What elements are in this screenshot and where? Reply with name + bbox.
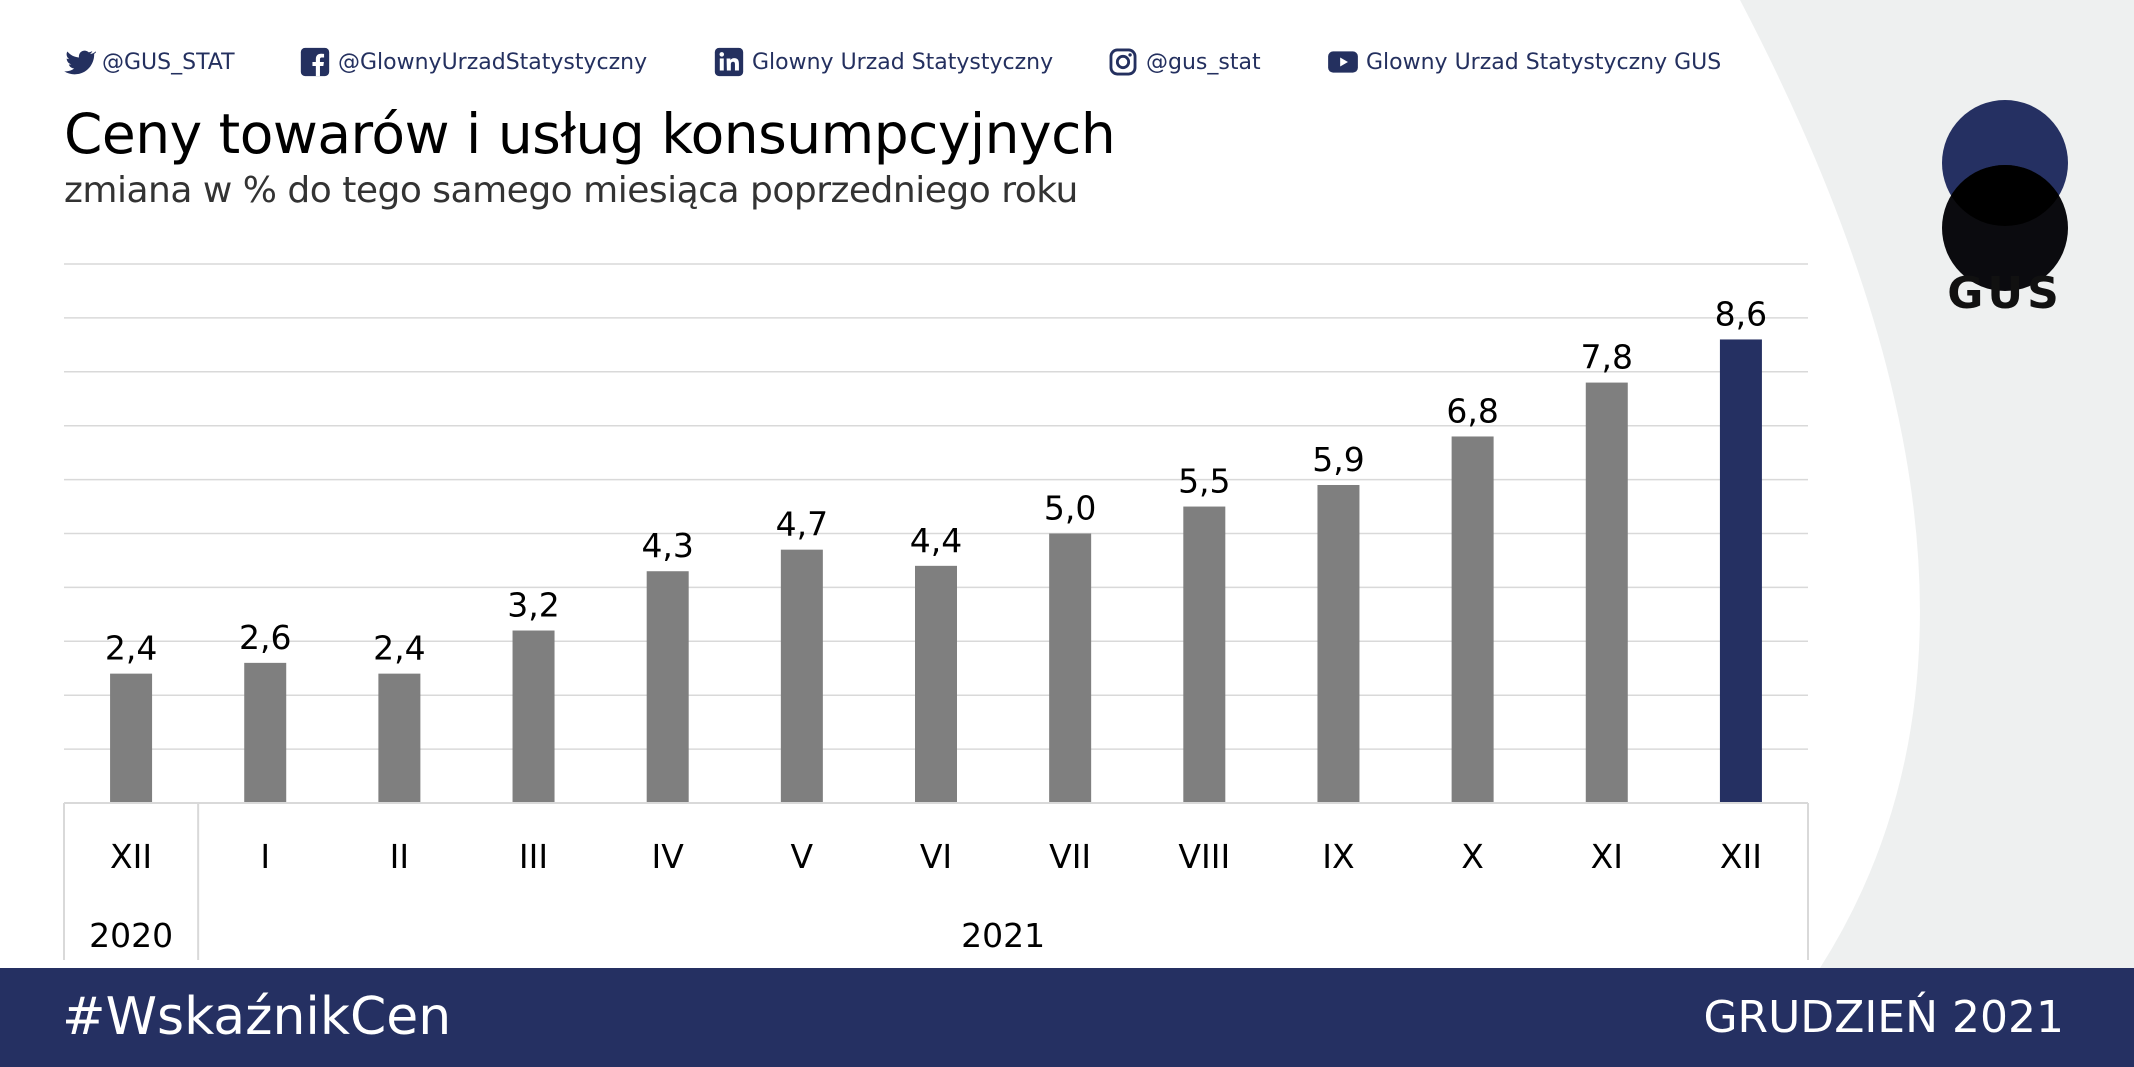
facebook-icon [300, 47, 330, 77]
chart-title: Ceny towarów i usług konsumpcyjnych [64, 102, 1116, 166]
data-label-12: 8,6 [1715, 294, 1767, 333]
social-youtube[interactable]: Glowny Urzad Statystyczny GUS [1326, 44, 1721, 80]
category-label-6: VI [920, 837, 952, 876]
group-label-1: 2021 [961, 916, 1045, 955]
category-label-2: II [390, 837, 409, 876]
data-label-11: 7,8 [1581, 338, 1633, 377]
logo-overlap [1942, 165, 2068, 226]
social-youtube-label: Glowny Urzad Statystyczny GUS [1366, 49, 1722, 75]
category-label-3: III [519, 837, 548, 876]
bar-6 [915, 565, 957, 803]
footer-period: GRUDZIEŃ 2021 [1703, 992, 2064, 1043]
social-instagram[interactable]: @gus_stat [1106, 44, 1261, 80]
data-labels: 2,4 2,6 2,4 3,2 4,3 4,7 4,4 5,0 5,5 5,9 6,8 7,8 8,6 [105, 294, 1767, 667]
chart-subtitle: zmiana w % do tego samego miesiąca poprz… [64, 170, 1078, 211]
social-linkedin-label: Glowny Urzad Statystyczny [752, 49, 1054, 75]
social-twitter[interactable]: @GUS_STAT [62, 44, 235, 80]
data-label-9: 5,9 [1312, 440, 1364, 479]
bar-7 [1049, 533, 1092, 803]
instagram-icon [1109, 48, 1137, 76]
category-label-10: X [1461, 837, 1484, 876]
bar-12 [1719, 339, 1762, 803]
group-label-0: 2020 [89, 916, 173, 955]
data-label-6: 4,4 [910, 521, 962, 560]
social-facebook-label: @GlownyUrzadStatystyczny [338, 49, 648, 75]
data-label-0: 2,4 [105, 629, 157, 668]
bar-10 [1451, 436, 1494, 803]
category-label-9: IX [1322, 837, 1354, 876]
linkedin-icon [714, 47, 744, 77]
twitter-icon [64, 50, 96, 75]
social-twitter-label: @GUS_STAT [102, 49, 235, 75]
bar-1 [244, 662, 287, 803]
bar-5 [780, 549, 823, 803]
bar-3 [512, 630, 555, 803]
data-label-10: 6,8 [1446, 391, 1498, 430]
bar-4 [646, 571, 689, 803]
social-instagram-label: @gus_stat [1146, 49, 1261, 75]
category-label-4: IV [652, 837, 685, 876]
category-label-7: VII [1049, 837, 1091, 876]
bar-chart: 2,4 2,6 2,43,24,34,7 4,45,05,55,96,87,88,6 … [63, 263, 1809, 960]
gus-logo-icon [1942, 100, 2068, 291]
youtube-icon [1328, 51, 1358, 73]
data-label-1: 2,6 [239, 618, 291, 657]
bar-8 [1183, 506, 1226, 803]
bar-0 [110, 673, 153, 803]
footer-hashtag[interactable]: #WskaźnikCen [62, 987, 452, 1047]
bar-11 [1585, 382, 1628, 803]
bar-9 [1317, 484, 1360, 803]
social-facebook[interactable]: @GlownyUrzadStatystyczny [298, 44, 647, 80]
category-label-1: I [260, 837, 270, 876]
data-label-5: 4,7 [776, 505, 828, 544]
footer-bar: #WskaźnikCen GRUDZIEŃ 2021 [0, 968, 2134, 1067]
logo-text: GUS [1947, 268, 2063, 319]
category-label-8: VIII [1178, 837, 1230, 876]
data-label-7: 5,0 [1044, 489, 1096, 528]
bars [110, 339, 1762, 803]
data-label-4: 4,3 [641, 526, 693, 565]
category-label-12: XII [1720, 837, 1762, 876]
data-label-8: 5,5 [1178, 462, 1230, 501]
data-label-2: 2,4 [373, 629, 425, 668]
category-label-0: XII [110, 837, 152, 876]
data-label-3: 3,2 [507, 586, 559, 625]
bar-2 [378, 673, 421, 803]
category-label-11: XI [1591, 837, 1623, 876]
category-label-5: V [791, 837, 814, 876]
social-linkedin[interactable]: Glowny Urzad Statystyczny [712, 44, 1053, 80]
